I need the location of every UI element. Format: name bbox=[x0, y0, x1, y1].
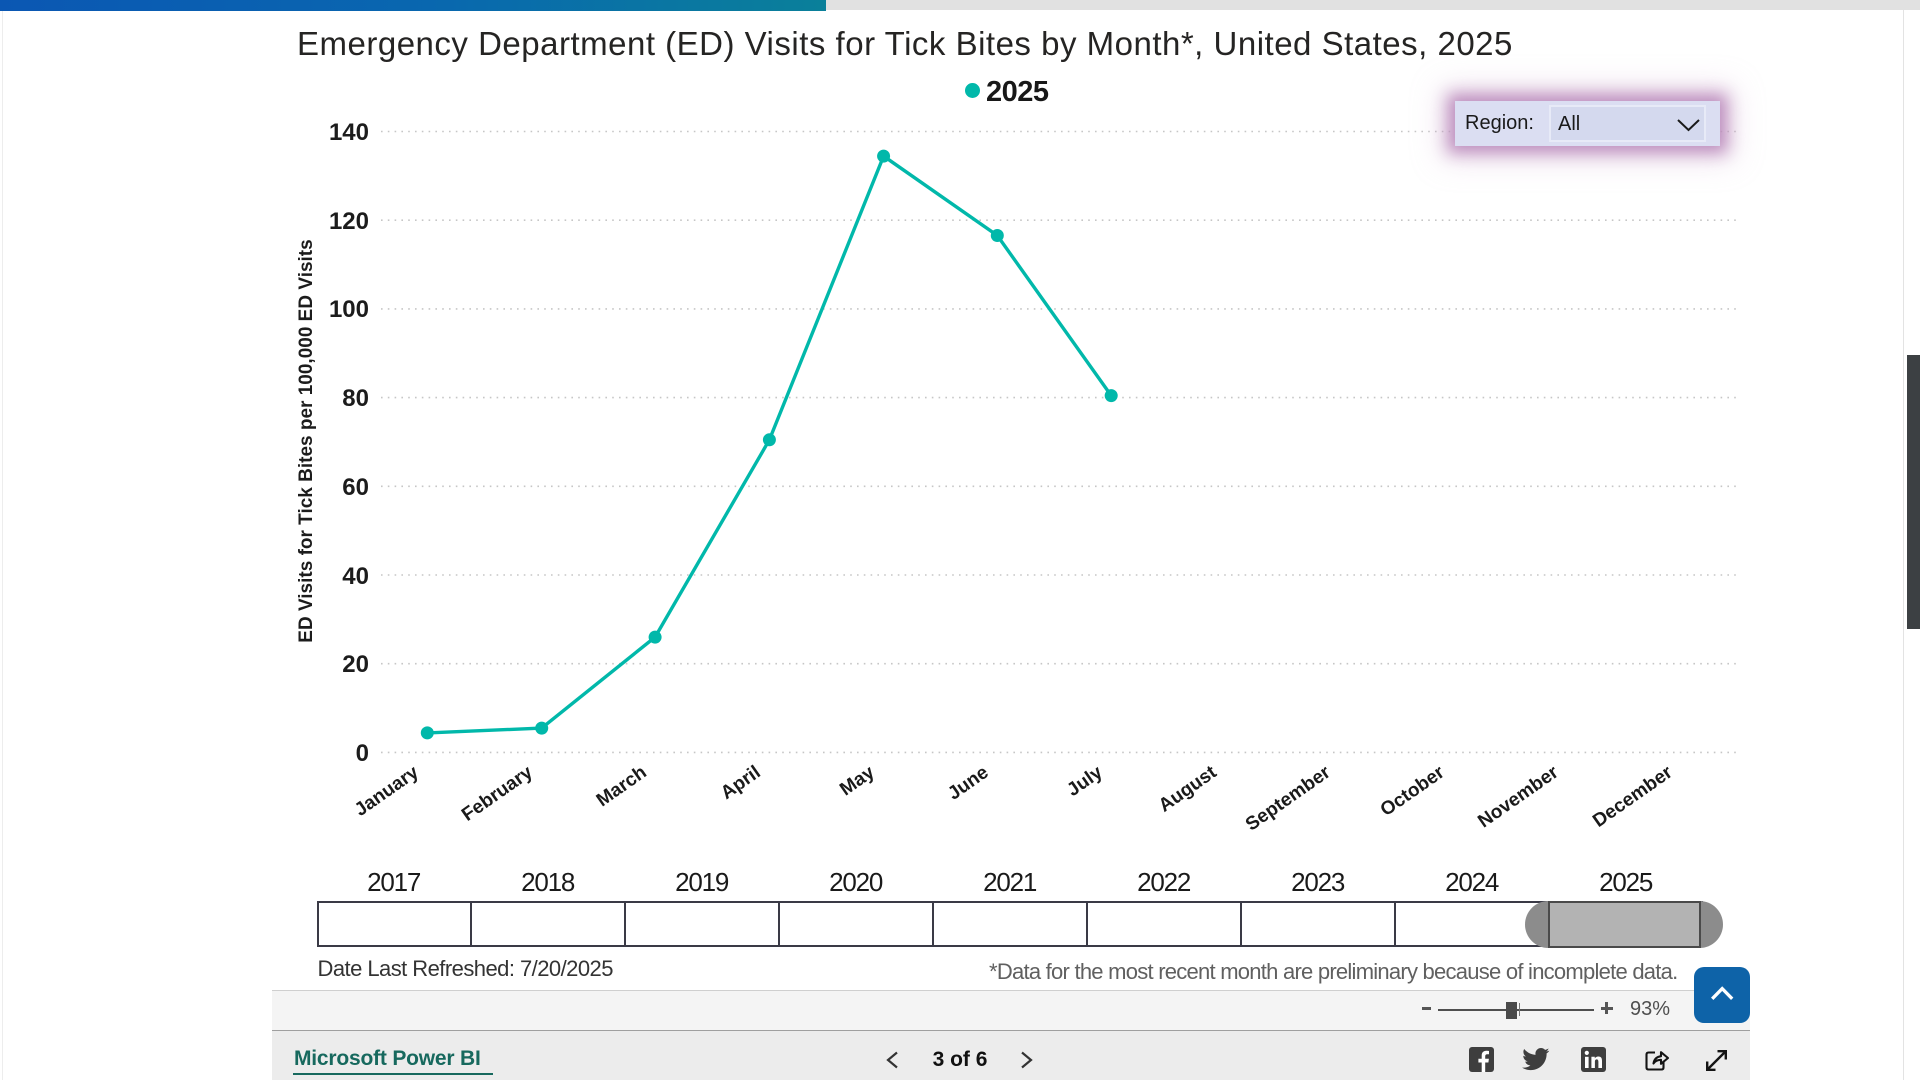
svg-text:October: October bbox=[1377, 762, 1449, 821]
svg-text:November: November bbox=[1474, 762, 1563, 833]
svg-text:April: April bbox=[717, 762, 764, 804]
svg-text:September: September bbox=[1242, 762, 1335, 836]
svg-text:July: July bbox=[1063, 762, 1107, 801]
svg-text:June: June bbox=[944, 762, 992, 805]
svg-text:January: January bbox=[351, 762, 423, 821]
svg-text:August: August bbox=[1155, 762, 1221, 817]
svg-text:February: February bbox=[458, 762, 537, 826]
svg-text:December: December bbox=[1589, 762, 1677, 832]
svg-text:May: May bbox=[836, 762, 879, 801]
svg-text:March: March bbox=[593, 762, 651, 811]
